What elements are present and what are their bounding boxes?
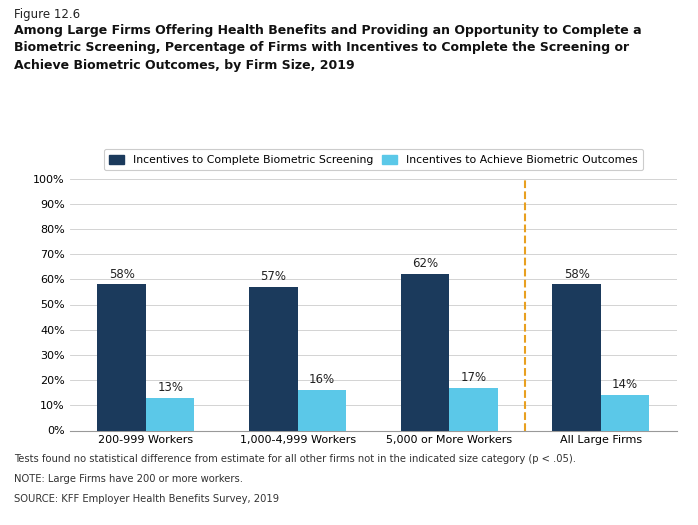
Text: 14%: 14% xyxy=(612,379,638,392)
Text: 57%: 57% xyxy=(260,270,286,283)
Bar xyxy=(146,398,195,430)
Bar xyxy=(297,390,346,430)
Text: NOTE: Large Firms have 200 or more workers.: NOTE: Large Firms have 200 or more worke… xyxy=(14,474,243,484)
Text: 13%: 13% xyxy=(157,381,183,394)
Legend: Incentives to Complete Biometric Screening, Incentives to Achieve Biometric Outc: Incentives to Complete Biometric Screeni… xyxy=(104,149,643,170)
Text: 16%: 16% xyxy=(309,373,335,386)
Bar xyxy=(249,287,297,430)
Text: Tests found no statistical difference from estimate for all other firms not in t: Tests found no statistical difference fr… xyxy=(14,454,576,464)
Text: 62%: 62% xyxy=(412,257,438,270)
Text: 58%: 58% xyxy=(109,268,135,280)
Bar xyxy=(552,285,601,430)
Text: 58%: 58% xyxy=(564,268,590,280)
Bar xyxy=(601,395,649,430)
Text: SOURCE: KFF Employer Health Benefits Survey, 2019: SOURCE: KFF Employer Health Benefits Sur… xyxy=(14,494,279,504)
Text: 17%: 17% xyxy=(461,371,487,384)
Bar xyxy=(450,387,498,430)
Text: Among Large Firms Offering Health Benefits and Providing an Opportunity to Compl: Among Large Firms Offering Health Benefi… xyxy=(14,24,641,71)
Bar xyxy=(98,285,146,430)
Text: Figure 12.6: Figure 12.6 xyxy=(14,8,80,21)
Bar xyxy=(401,274,450,430)
